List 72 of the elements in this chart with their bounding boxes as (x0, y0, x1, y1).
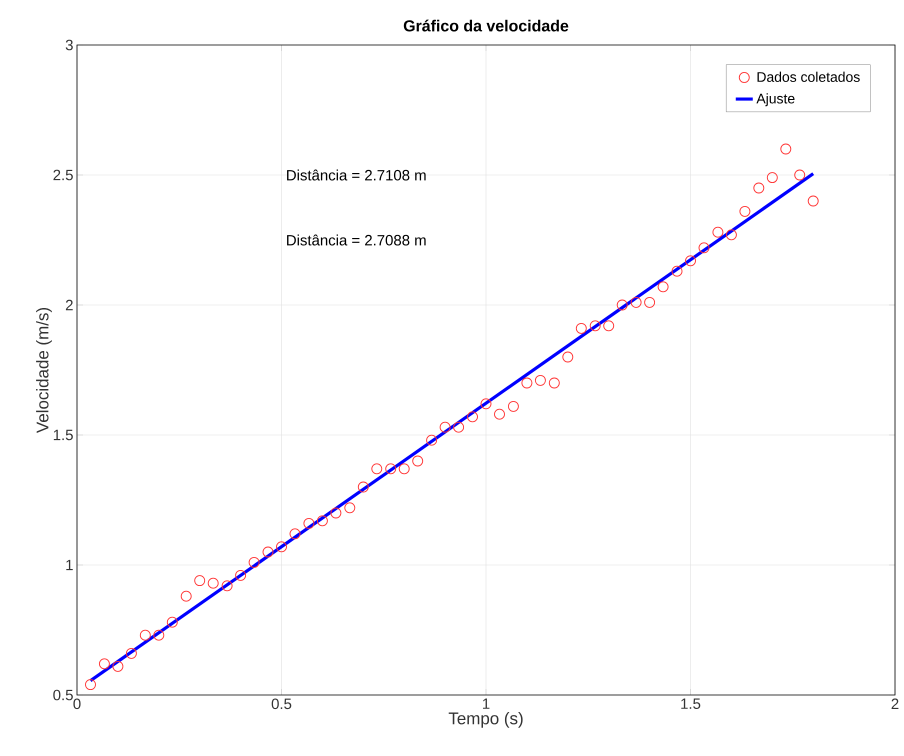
y-tick-label: 1.5 (54, 430, 73, 440)
x-tick-label: 1.5 (681, 698, 700, 709)
point (235, 570, 246, 581)
point (166, 616, 178, 628)
point (521, 378, 532, 388)
legend-label: Ajuste (756, 93, 795, 106)
point (494, 408, 505, 420)
point (794, 170, 806, 180)
point (480, 398, 492, 410)
point (330, 508, 342, 518)
point (467, 411, 478, 422)
point (698, 242, 710, 254)
point (766, 172, 778, 184)
point (140, 630, 151, 641)
point (753, 182, 764, 194)
point (85, 679, 96, 690)
point (248, 556, 260, 568)
point (222, 580, 233, 592)
y-tick-label: 0.5 (53, 690, 73, 700)
point (412, 456, 424, 466)
point (780, 144, 792, 154)
point (290, 528, 300, 540)
point (739, 206, 750, 217)
point (303, 518, 314, 529)
point (98, 658, 110, 670)
point (194, 575, 206, 586)
point (562, 352, 574, 362)
point (316, 515, 328, 526)
point (371, 463, 382, 474)
point (616, 300, 628, 310)
point (590, 320, 601, 332)
point (426, 434, 438, 446)
point (344, 502, 356, 514)
chart-title: Gráfico da velocidade (404, 20, 568, 32)
point (630, 296, 642, 308)
point (644, 296, 656, 308)
legend-label: Dados coletados (758, 72, 860, 82)
point (534, 374, 546, 386)
point (712, 226, 724, 238)
point (508, 400, 519, 412)
point (453, 422, 464, 433)
point (276, 541, 287, 552)
point (576, 322, 587, 334)
point (398, 463, 410, 474)
y-axis-title: Velocidade (m/s) (36, 308, 52, 433)
x-tick-label: 0.5 (272, 698, 292, 710)
point (440, 422, 451, 433)
point (180, 590, 192, 602)
point (672, 266, 682, 277)
point (385, 463, 396, 474)
point (112, 660, 124, 672)
annotation: Distância = 2.7088 m (287, 234, 426, 246)
x-tick-label: 2 (892, 698, 898, 709)
point (153, 630, 164, 641)
point (548, 378, 560, 388)
point (658, 281, 669, 292)
point (126, 648, 137, 659)
point (603, 320, 614, 332)
y-tick-label: 1 (66, 560, 73, 570)
x-tick-label: 1 (482, 698, 490, 709)
annotation: Distância = 2.7108 m (287, 169, 426, 180)
point (208, 578, 219, 589)
y-tick-label: 3 (66, 40, 73, 50)
x-axis-title: Tempo (s) (448, 712, 523, 728)
point (808, 196, 819, 206)
point (685, 255, 696, 266)
y-tick-label: 2.5 (53, 170, 73, 180)
point (358, 482, 369, 492)
point (726, 229, 737, 240)
y-tick-label: 2 (66, 300, 73, 310)
point (262, 546, 274, 558)
x-tick-label: 0 (73, 698, 81, 710)
